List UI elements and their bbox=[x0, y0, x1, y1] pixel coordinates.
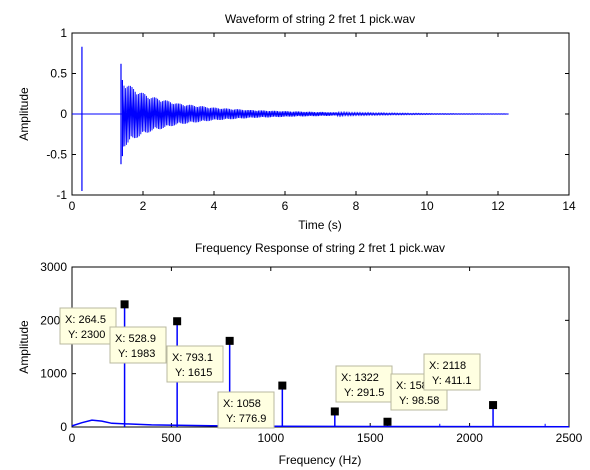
x-tick-label: 2500 bbox=[556, 431, 583, 445]
datatip-box bbox=[423, 353, 481, 391]
waveform-plot: Waveform of string 2 fret 1 pick.wav 0 2 4… bbox=[17, 12, 576, 232]
waveform-y-axis-label: Amplitude bbox=[17, 87, 31, 141]
spectrum-baseline bbox=[71, 419, 570, 428]
datatip-y-label: Y: 1615 bbox=[175, 367, 212, 379]
y-tick-label: 1 bbox=[60, 26, 67, 40]
x-tick-label: 1000 bbox=[257, 431, 284, 445]
datatip: X: 2118 Y: 411.1 bbox=[423, 353, 481, 391]
datatip: X: 264.5 Y: 2300 bbox=[59, 307, 117, 345]
datatip-box bbox=[59, 307, 117, 345]
y-tick-label: 0 bbox=[60, 420, 67, 434]
datatip: X: 528.9 Y: 1983 bbox=[109, 326, 167, 364]
datatip-y-label: Y: 291.5 bbox=[344, 387, 384, 399]
datatip-x-label: X: 793.1 bbox=[172, 352, 213, 364]
datatip-box bbox=[166, 345, 224, 383]
frequency-plot: Frequency Response of string 2 fret 1 pi… bbox=[17, 241, 583, 467]
datatip-marker bbox=[489, 401, 498, 410]
datatip-marker bbox=[225, 336, 234, 345]
waveform-x-axis-label: Time (s) bbox=[298, 218, 342, 232]
x-tick-label: 2 bbox=[140, 199, 147, 213]
x-tick-label: 1500 bbox=[357, 431, 384, 445]
frequency-title: Frequency Response of string 2 fret 1 pi… bbox=[195, 241, 445, 255]
y-tick-label: 1000 bbox=[40, 367, 67, 381]
frequency-x-axis-label: Frequency (Hz) bbox=[279, 453, 362, 467]
waveform-series bbox=[72, 46, 509, 191]
datatip-box bbox=[335, 365, 393, 403]
datatip-box bbox=[217, 391, 275, 429]
x-tick-label: 14 bbox=[562, 199, 576, 213]
datatip-y-label: Y: 98.58 bbox=[399, 395, 439, 407]
y-tick-label: 3000 bbox=[40, 260, 67, 274]
y-tick-label: -0.5 bbox=[46, 148, 67, 162]
x-tick-label: 0 bbox=[69, 199, 76, 213]
datatip-marker bbox=[120, 300, 129, 309]
datatip-x-label: X: 264.5 bbox=[65, 314, 106, 326]
datatip-marker bbox=[383, 417, 392, 426]
datatip: X: 793.1 Y: 1615 bbox=[166, 345, 224, 383]
datatip-y-label: Y: 1983 bbox=[118, 348, 155, 360]
datatip-marker bbox=[278, 381, 287, 390]
datatip: X: 1322 Y: 291.5 bbox=[335, 365, 393, 403]
y-tick-label: 0.5 bbox=[50, 67, 67, 81]
waveform-x-ticks: 0 2 4 6 8 10 12 14 bbox=[69, 33, 576, 213]
datatip-y-label: Y: 2300 bbox=[68, 329, 105, 341]
waveform-y-ticks: -1 -0.5 0 0.5 1 bbox=[46, 26, 569, 202]
datatip: X: 1058 Y: 776.9 bbox=[217, 391, 275, 429]
y-tick-label: -1 bbox=[56, 188, 67, 202]
datatip-x-label: X: 2118 bbox=[429, 360, 466, 372]
x-tick-label: 6 bbox=[282, 199, 289, 213]
waveform-line bbox=[121, 82, 509, 147]
datatip-x-label: X: 528.9 bbox=[115, 333, 156, 345]
x-tick-label: 10 bbox=[420, 199, 434, 213]
datatips: X: 264.5 Y: 2300 X: 528.9 Y: 1983 X: 793.1 Y:… bbox=[59, 307, 481, 429]
waveform-title: Waveform of string 2 fret 1 pick.wav bbox=[225, 12, 415, 26]
datatip-box bbox=[109, 326, 167, 364]
x-tick-label: 12 bbox=[491, 199, 505, 213]
frequency-y-axis-label: Amplitude bbox=[17, 320, 31, 374]
x-tick-label: 0 bbox=[69, 431, 76, 445]
y-tick-label: 0 bbox=[60, 107, 67, 121]
frequency-x-ticks: 0 500 1000 1500 2000 2500 bbox=[69, 267, 583, 445]
datatip-x-label: X: 1058 bbox=[223, 398, 261, 410]
x-tick-label: 2000 bbox=[456, 431, 483, 445]
datatip-marker bbox=[173, 317, 182, 326]
datatip-marker bbox=[330, 407, 339, 416]
datatip-x-label: X: 1322 bbox=[341, 372, 379, 384]
datatip-y-label: Y: 411.1 bbox=[432, 375, 472, 387]
datatip-y-label: Y: 776.9 bbox=[226, 413, 266, 425]
datatip-markers bbox=[120, 300, 498, 426]
x-tick-label: 500 bbox=[161, 431, 181, 445]
x-tick-label: 8 bbox=[353, 199, 360, 213]
x-tick-label: 4 bbox=[211, 199, 218, 213]
